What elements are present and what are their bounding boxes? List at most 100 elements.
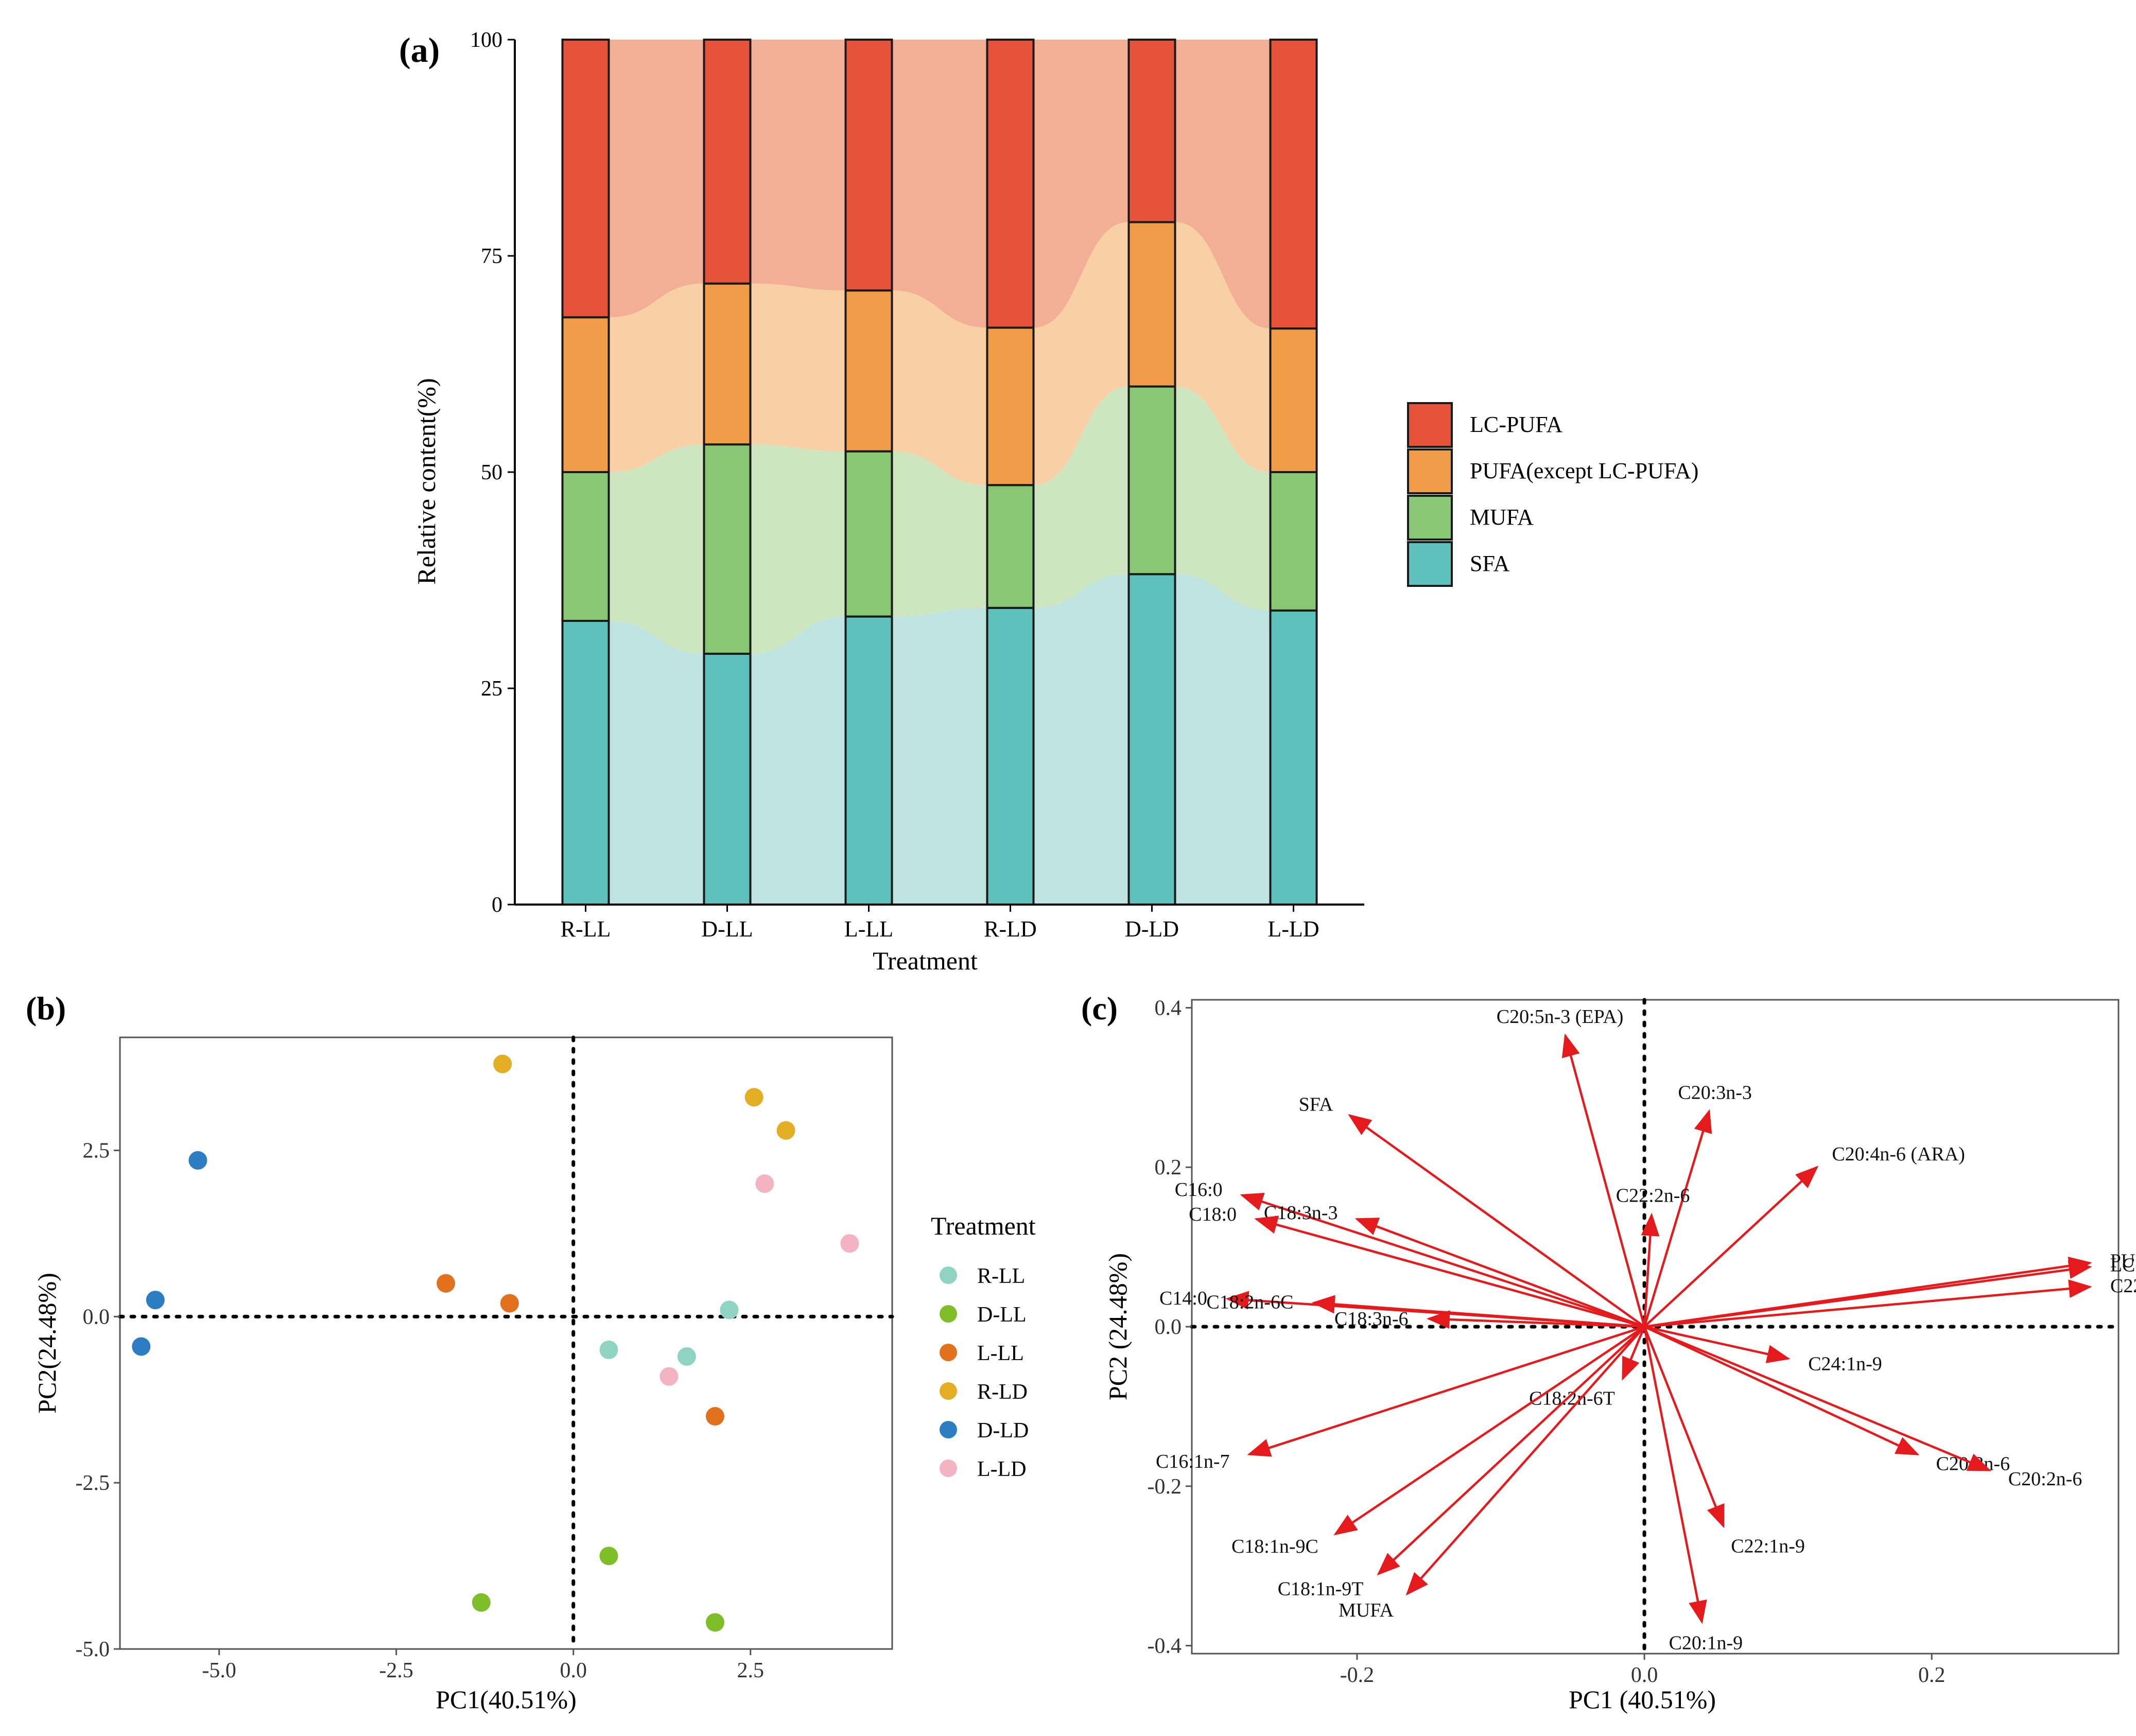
point-l-ld bbox=[755, 1174, 774, 1193]
y-tick-label: 50 bbox=[481, 461, 502, 484]
x-tick-label: 0.0 bbox=[1631, 1663, 1658, 1687]
vector-arrow-c18-0 bbox=[1254, 1216, 1645, 1328]
vector-arrow-lc-pufa bbox=[1644, 1260, 2092, 1328]
x-tick-label: R-LL bbox=[561, 916, 611, 942]
axes: 0 25 50 75 100 R-LL D-LL L-LL R-LD D-LD L-LD bbox=[470, 28, 1364, 942]
panel-b-label: (b) bbox=[26, 990, 66, 1027]
point-l-ld bbox=[659, 1367, 679, 1386]
bar-segment-l-ld-sfa bbox=[1269, 609, 1318, 906]
bar-segment-d-ll-sfa bbox=[703, 652, 752, 906]
vector-label-c16-1n-7: C16:1n-7 bbox=[1156, 1451, 1230, 1472]
x-tick-label: L-LD bbox=[1267, 916, 1319, 942]
point-d-ll bbox=[705, 1613, 724, 1632]
point-d-ll bbox=[472, 1593, 491, 1612]
bar-segment-r-ld-pufa-except-lc-pufa- bbox=[986, 326, 1035, 487]
vector-label-c18-3n-3: C18:3n-3 bbox=[1264, 1202, 1338, 1224]
bar-segment-d-ld-sfa bbox=[1127, 573, 1176, 906]
point-d-ll bbox=[599, 1547, 618, 1566]
vector-arrow-c18-2n-6c bbox=[1311, 1295, 1645, 1328]
legend-swatch bbox=[1407, 495, 1453, 541]
reference-lines bbox=[118, 1035, 894, 1651]
vector-label-c18-1n-9t: C18:1n-9T bbox=[1278, 1578, 1364, 1600]
point-l-ll bbox=[500, 1294, 519, 1313]
x-axis-title: PC1 (40.51%) bbox=[1569, 1685, 1716, 1714]
bar-segment-d-ld-mufa bbox=[1127, 385, 1176, 576]
x-tick-label: -0.2 bbox=[1340, 1663, 1375, 1687]
point-l-ll bbox=[437, 1274, 456, 1293]
legend-label: D-LD bbox=[977, 1419, 1029, 1443]
legend-label: SFA bbox=[1470, 551, 1510, 576]
legend-marker bbox=[940, 1382, 957, 1400]
vector-arrow-c24-1n-9 bbox=[1644, 1325, 1791, 1363]
x-tick-label: -5.0 bbox=[202, 1659, 236, 1682]
vector-label-c20-4n-6-ara: C20:4n-6 (ARA) bbox=[1832, 1143, 1965, 1165]
vector-label-c22-1n-9: C22:1n-9 bbox=[1731, 1535, 1805, 1557]
vector-label-c20-3n-3: C20:3n-3 bbox=[1678, 1082, 1752, 1104]
vector-arrow-c20-1n-9 bbox=[1643, 1326, 1707, 1624]
vector-label-c20-1n-9: C20:1n-9 bbox=[1669, 1632, 1743, 1654]
legend: R-LL D-LL L-LL R-LD D-LD L-LD bbox=[940, 1264, 1029, 1481]
bar-segment-r-ll-lc-pufa bbox=[561, 39, 610, 319]
bar-segment-d-ld-pufa-except-lc-pufa- bbox=[1127, 221, 1176, 388]
y-axis-title: Relative content(%) bbox=[412, 378, 441, 584]
vector-label-lc-pufa: LC-PUFA bbox=[2110, 1255, 2136, 1276]
bar-segment-l-ld-mufa bbox=[1269, 471, 1318, 612]
y-tick-label: -5.0 bbox=[76, 1638, 110, 1661]
y-tick-label: -2.5 bbox=[76, 1471, 110, 1495]
legend-swatch bbox=[1407, 448, 1453, 494]
bar-segment-l-ll-mufa bbox=[844, 450, 893, 618]
y-tick-label: 0 bbox=[492, 893, 502, 917]
vector-arrow-c20-2n-6 bbox=[1644, 1325, 1991, 1471]
y-tick-label: 75 bbox=[481, 245, 502, 268]
vector-label-mufa: MUFA bbox=[1339, 1600, 1394, 1621]
vector-label-c24-1n-9: C24:1n-9 bbox=[1808, 1353, 1882, 1375]
point-d-ld bbox=[132, 1337, 151, 1356]
point-r-ll bbox=[599, 1340, 618, 1359]
vector-arrow-c22-6n-3-dha bbox=[1644, 1279, 2092, 1328]
bar-segment-r-ld-mufa bbox=[986, 484, 1035, 609]
legend-label: D-LL bbox=[977, 1303, 1027, 1327]
legend: LC-PUFA PUFA(except LC-PUFA) MUFA SFA bbox=[1407, 402, 1698, 587]
vector-label-c22-6n-3-dha: C22:6n-3(DHA) bbox=[2110, 1275, 2136, 1297]
y-tick-label: 2.5 bbox=[83, 1139, 110, 1163]
legend-swatch bbox=[1407, 541, 1453, 587]
panel-a-label: (a) bbox=[399, 30, 440, 70]
bar-segment-l-ld-pufa-except-lc-pufa- bbox=[1269, 327, 1318, 473]
y-tick-label: 0.4 bbox=[1155, 996, 1182, 1020]
legend-marker bbox=[940, 1344, 957, 1361]
vector-arrow-sfa bbox=[1348, 1114, 1645, 1328]
point-r-ll bbox=[677, 1347, 696, 1366]
legend-label: R-LL bbox=[977, 1264, 1025, 1288]
panel-b-pca-scores-plot: (b) -5.0 -2.5 0.0 2.5 -5.0 -2.5 0.0 2.5 PC1(40.… bbox=[26, 990, 1036, 1714]
vector-label-c18-2n-6c: C18:2n-6C bbox=[1206, 1292, 1293, 1313]
axes-ticks: -5.0 -2.5 0.0 2.5 -5.0 -2.5 0.0 2.5 bbox=[76, 1139, 765, 1682]
vector-arrow-c16-1n-7 bbox=[1247, 1325, 1645, 1457]
point-l-ld bbox=[840, 1234, 859, 1253]
y-tick-label: -0.4 bbox=[1148, 1635, 1182, 1658]
axes-ticks: -0.2 0.0 0.2 -0.4 -0.2 0.0 0.2 0.4 bbox=[1148, 996, 1946, 1687]
point-d-ld bbox=[188, 1151, 207, 1170]
vector-label-c18-3n-6: C18:3n-6 bbox=[1334, 1308, 1409, 1330]
bar-segment-l-ll-pufa-except-lc-pufa- bbox=[844, 289, 893, 453]
vector-label-c18-2n-6t: C18:2n-6T bbox=[1529, 1388, 1615, 1410]
panel-a-stacked-bar-chart: (a) 0 25 50 75 100 R-LL D-LL L-LL R-LD D-LD L-LD T… bbox=[399, 28, 1698, 975]
legend-label: L-LD bbox=[977, 1457, 1027, 1481]
vector-arrow-c16-0 bbox=[1240, 1192, 1645, 1328]
y-tick-label: -0.2 bbox=[1148, 1475, 1182, 1499]
bar-segment-d-ld-lc-pufa bbox=[1127, 39, 1176, 223]
legend-label: LC-PUFA bbox=[1470, 412, 1562, 437]
y-tick-label: 0.2 bbox=[1155, 1156, 1182, 1179]
legend-marker bbox=[940, 1305, 957, 1323]
legend-marker bbox=[940, 1266, 957, 1284]
y-tick-label: 0.0 bbox=[83, 1305, 110, 1329]
vector-arrow-c20-3n-3 bbox=[1643, 1109, 1712, 1327]
legend-marker bbox=[940, 1460, 957, 1477]
vector-arrow-mufa bbox=[1405, 1326, 1645, 1596]
vector-label-c16-0: C16:0 bbox=[1175, 1179, 1223, 1201]
bar-segment-d-ll-mufa bbox=[703, 443, 752, 655]
vector-arrow-c20-4n-6-ara bbox=[1643, 1166, 1819, 1328]
y-axis-title: PC2(24.48%) bbox=[32, 1273, 61, 1414]
x-tick-label: 2.5 bbox=[737, 1659, 765, 1682]
loading-vectors: C20:5n-3 (EPA) SFA C20:3n-3 C20:4n-6 (ARA) C… bbox=[1156, 1006, 2136, 1654]
